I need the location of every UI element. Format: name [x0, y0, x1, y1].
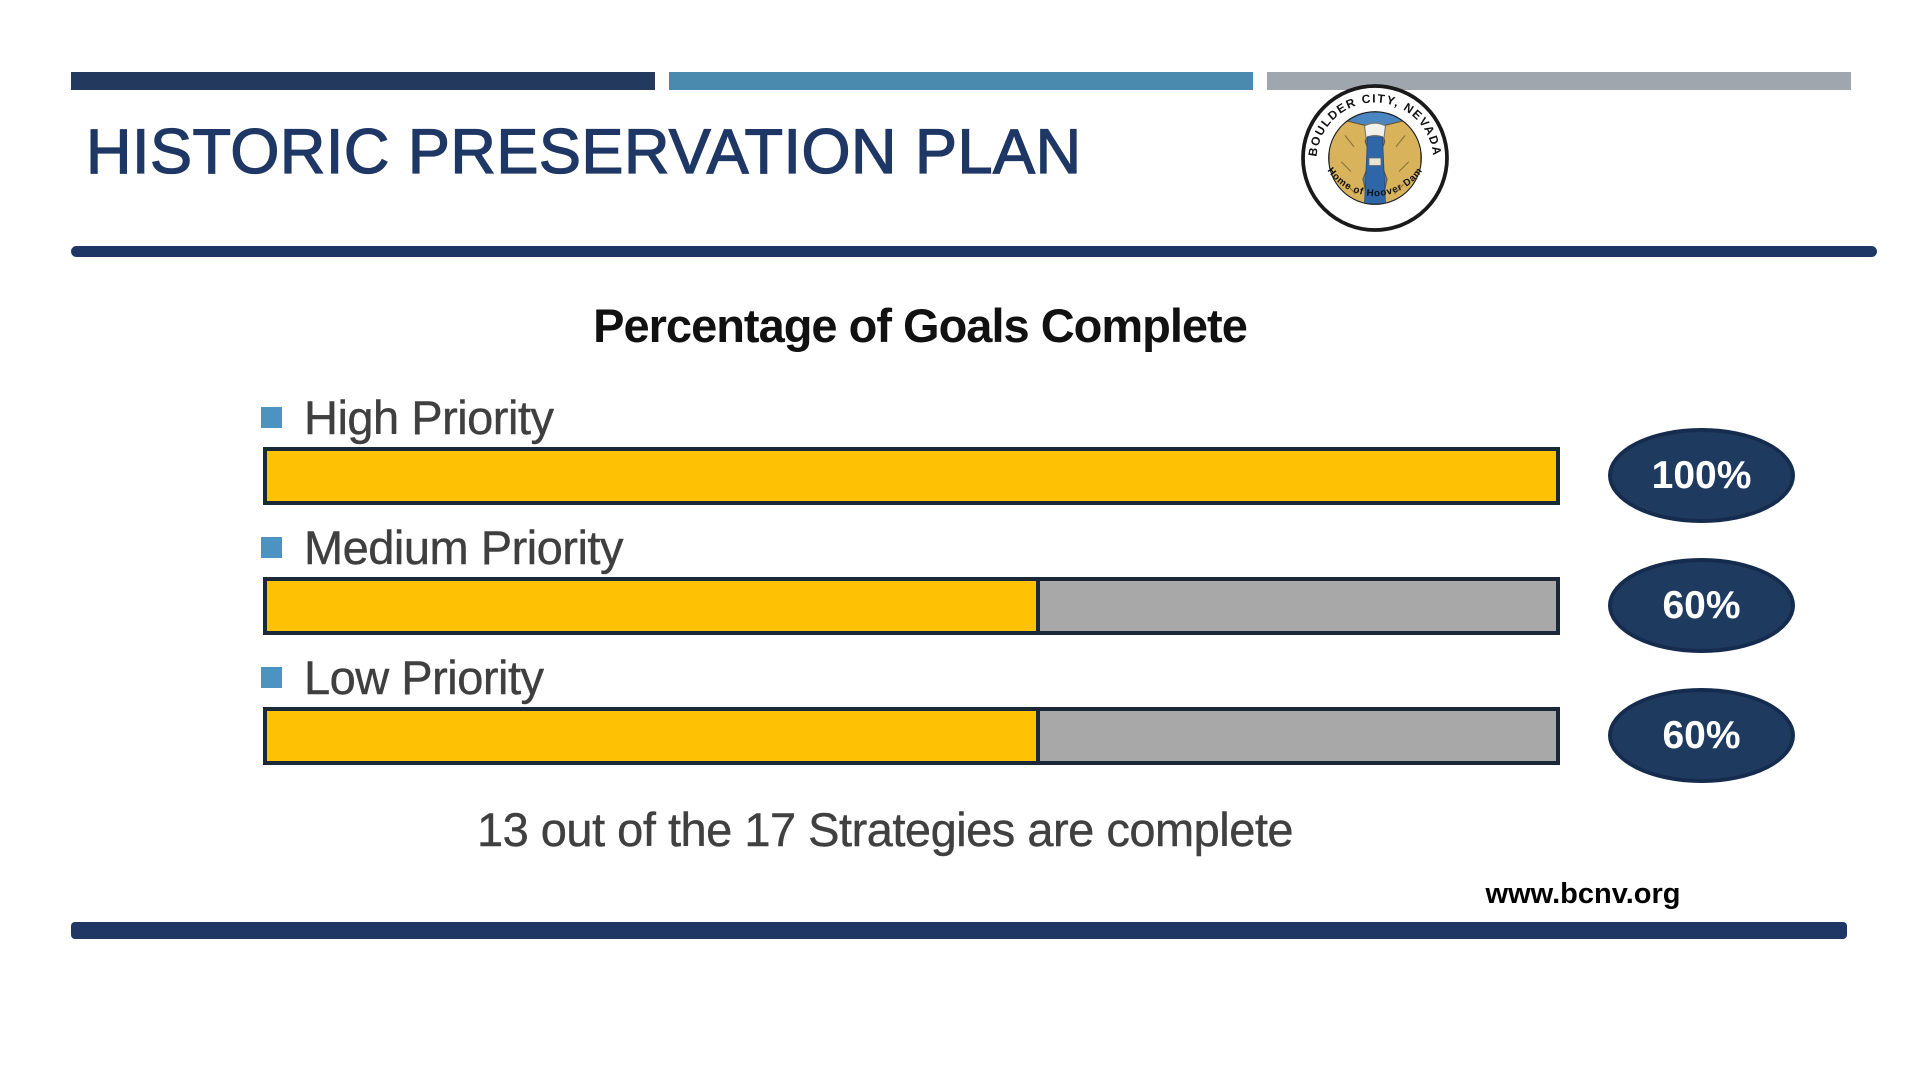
legend-bullet-icon: [261, 536, 282, 558]
page-title: HISTORIC PRESERVATION PLAN: [85, 116, 1082, 187]
value-badge-text: 100%: [1651, 453, 1752, 497]
value-badge-text: 60%: [1662, 713, 1741, 757]
top-accent-bars: [71, 72, 1851, 90]
value-badge-text: 60%: [1662, 583, 1741, 627]
category-label-high-priority: High Priority: [261, 388, 554, 446]
progress-fill: [267, 711, 1041, 761]
value-badge-high-priority: 100%: [1608, 428, 1795, 523]
value-badge-medium-priority: 60%: [1608, 558, 1795, 653]
category-label-text: Low Priority: [304, 650, 544, 704]
progress-fill: [267, 581, 1041, 631]
accent-bar-navy: [71, 72, 655, 90]
summary-annotation: 13 out of the 17 Strategies are complete: [476, 803, 1294, 856]
progress-fill: [267, 451, 1556, 501]
accent-bar-gray: [1267, 72, 1851, 90]
category-label-text: High Priority: [304, 390, 554, 444]
category-label-text: Medium Priority: [304, 520, 624, 574]
progress-bar-high-priority: [263, 447, 1560, 505]
footer-divider: [71, 922, 1847, 939]
value-badge-low-priority: 60%: [1608, 688, 1795, 783]
chart-title: Percentage of Goals Complete: [593, 299, 1248, 352]
footer-url: www.bcnv.org: [1485, 878, 1681, 910]
legend-bullet-icon: [261, 666, 282, 688]
progress-bar-low-priority: [263, 707, 1560, 765]
category-label-medium-priority: Medium Priority: [261, 518, 624, 576]
category-label-low-priority: Low Priority: [261, 648, 544, 706]
progress-bar-medium-priority: [263, 577, 1560, 635]
accent-bar-blue: [669, 72, 1253, 90]
boulder-city-seal-logo: BOULDER CITY, NEVADA Home of Hoover Dam: [1301, 84, 1449, 232]
header-divider: [71, 246, 1877, 257]
legend-bullet-icon: [261, 406, 282, 428]
